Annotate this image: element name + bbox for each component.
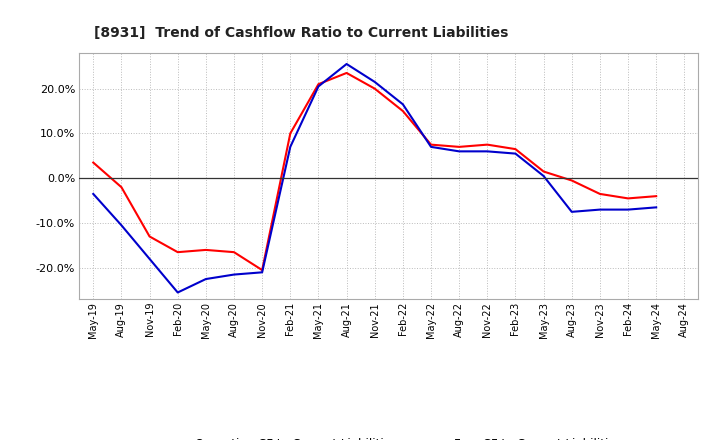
Free CF to Current Liabilities	[174, 290, 182, 295]
Line: Operating CF to Current Liabilities: Operating CF to Current Liabilities	[94, 73, 656, 270]
Free CF to Current Liabilities	[624, 207, 632, 212]
Free CF to Current Liabilities	[370, 79, 379, 84]
Operating CF to Current Liabilities	[427, 142, 436, 147]
Free CF to Current Liabilities	[427, 144, 436, 150]
Free CF to Current Liabilities	[595, 207, 604, 212]
Free CF to Current Liabilities	[230, 272, 238, 277]
Free CF to Current Liabilities	[202, 276, 210, 282]
Operating CF to Current Liabilities	[539, 169, 548, 174]
Operating CF to Current Liabilities	[342, 70, 351, 76]
Operating CF to Current Liabilities	[202, 247, 210, 253]
Free CF to Current Liabilities	[539, 173, 548, 179]
Free CF to Current Liabilities	[511, 151, 520, 156]
Free CF to Current Liabilities	[117, 223, 126, 228]
Operating CF to Current Liabilities	[145, 234, 154, 239]
Operating CF to Current Liabilities	[567, 178, 576, 183]
Operating CF to Current Liabilities	[89, 160, 98, 165]
Operating CF to Current Liabilities	[595, 191, 604, 197]
Operating CF to Current Liabilities	[399, 108, 408, 114]
Operating CF to Current Liabilities	[624, 196, 632, 201]
Operating CF to Current Liabilities	[230, 249, 238, 255]
Operating CF to Current Liabilities	[174, 249, 182, 255]
Free CF to Current Liabilities	[89, 191, 98, 197]
Free CF to Current Liabilities	[286, 144, 294, 150]
Operating CF to Current Liabilities	[314, 81, 323, 87]
Free CF to Current Liabilities	[399, 102, 408, 107]
Free CF to Current Liabilities	[314, 84, 323, 89]
Free CF to Current Liabilities	[145, 256, 154, 261]
Free CF to Current Liabilities	[483, 149, 492, 154]
Operating CF to Current Liabilities	[258, 268, 266, 273]
Text: [8931]  Trend of Cashflow Ratio to Current Liabilities: [8931] Trend of Cashflow Ratio to Curren…	[94, 26, 508, 40]
Operating CF to Current Liabilities	[370, 86, 379, 91]
Operating CF to Current Liabilities	[652, 194, 660, 199]
Free CF to Current Liabilities	[567, 209, 576, 214]
Free CF to Current Liabilities	[258, 270, 266, 275]
Operating CF to Current Liabilities	[483, 142, 492, 147]
Operating CF to Current Liabilities	[455, 144, 464, 150]
Operating CF to Current Liabilities	[511, 147, 520, 152]
Free CF to Current Liabilities	[455, 149, 464, 154]
Line: Free CF to Current Liabilities: Free CF to Current Liabilities	[94, 64, 656, 293]
Free CF to Current Liabilities	[652, 205, 660, 210]
Operating CF to Current Liabilities	[286, 131, 294, 136]
Free CF to Current Liabilities	[342, 61, 351, 66]
Operating CF to Current Liabilities	[117, 184, 126, 190]
Legend: Operating CF to Current Liabilities, Free CF to Current Liabilities: Operating CF to Current Liabilities, Fre…	[151, 433, 626, 440]
